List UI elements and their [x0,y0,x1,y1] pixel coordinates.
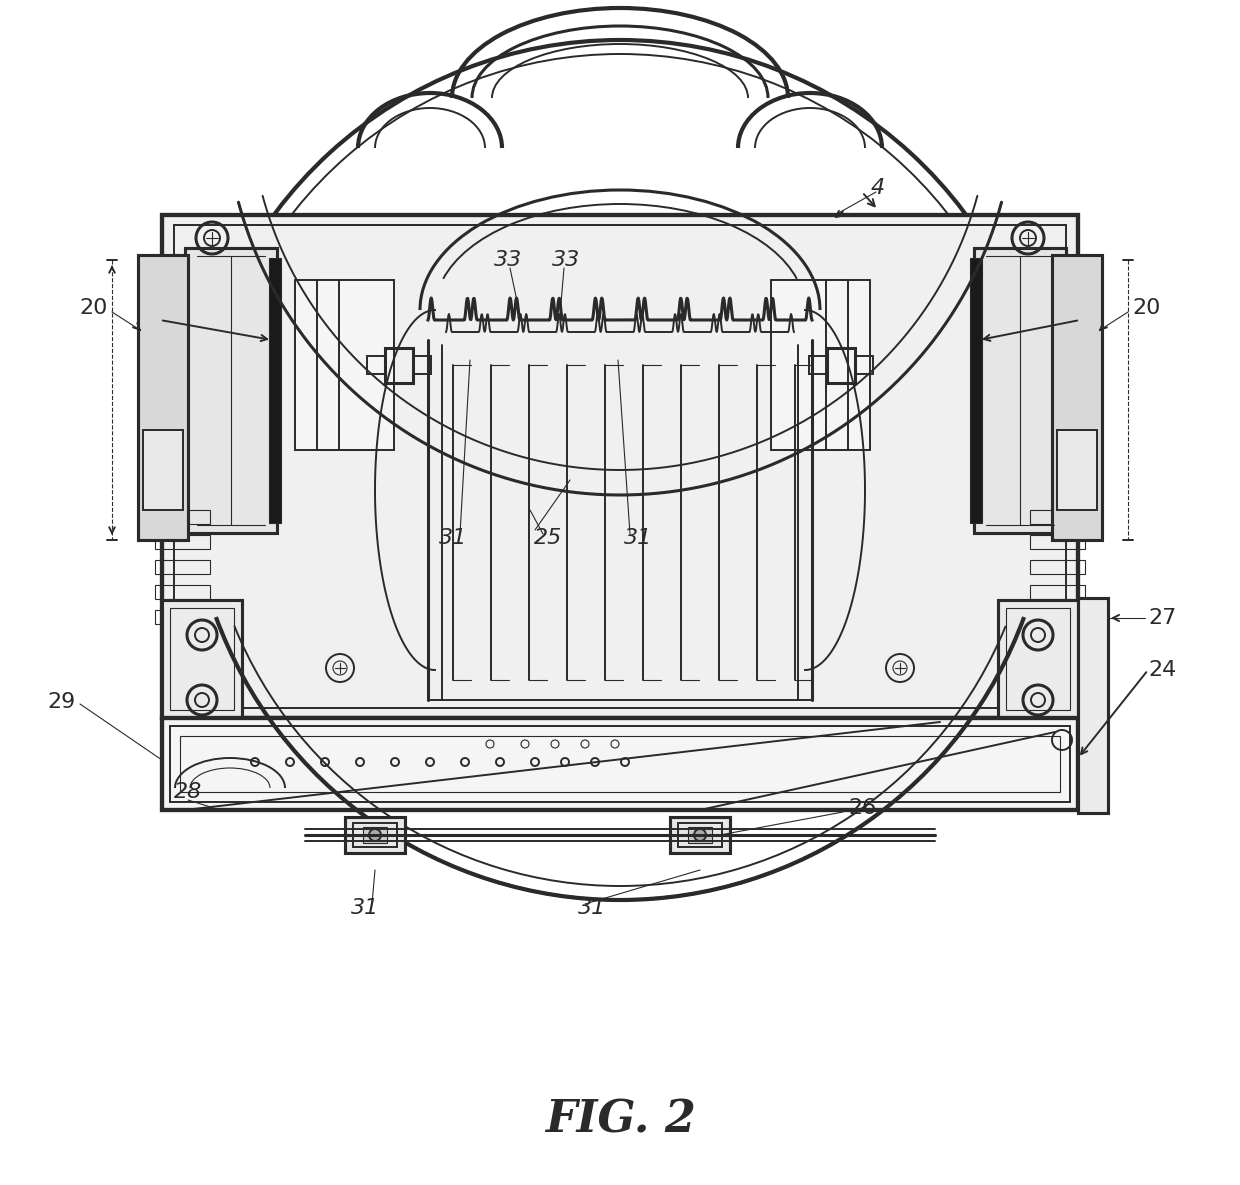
Bar [339,280,394,450]
Bar [1056,430,1097,510]
Bar [269,258,281,523]
Text: 29: 29 [48,692,76,712]
Text: 33: 33 [494,250,522,270]
Bar [353,824,397,847]
Bar [1030,510,1085,524]
Bar [1006,608,1070,710]
Bar [155,585,210,598]
Text: 31: 31 [624,529,652,547]
Bar [973,248,1066,533]
Text: FIG. 2: FIG. 2 [544,1098,696,1141]
Bar [180,736,1060,792]
Bar [670,816,730,853]
Bar [998,600,1078,718]
Bar [1052,255,1102,540]
Bar [174,225,1066,707]
Text: 20: 20 [79,297,108,318]
Bar [162,600,242,718]
Bar [170,726,1070,802]
Bar [345,816,405,853]
Text: 4: 4 [870,178,885,198]
Text: 24: 24 [1148,660,1177,680]
Bar [162,600,242,718]
Text: 28: 28 [174,782,202,802]
Bar [1030,561,1085,574]
Text: 27: 27 [1148,608,1177,628]
Bar [138,255,188,540]
Bar [827,348,856,383]
Bar [973,248,1066,533]
Bar [345,816,405,853]
Bar [670,816,730,853]
Bar [970,258,982,523]
Bar [185,248,277,533]
Bar [678,824,722,847]
Text: 26: 26 [848,798,877,818]
Bar [162,214,1078,718]
Bar [1078,598,1109,813]
Bar [998,600,1078,718]
Bar [170,608,234,710]
Text: 25: 25 [534,529,562,547]
Bar [138,255,188,540]
Bar [367,356,384,374]
Circle shape [694,830,706,841]
Bar [363,827,387,843]
Bar [162,214,1078,718]
Bar [1078,598,1109,813]
Bar [1030,534,1085,549]
Text: 31: 31 [351,898,379,918]
Bar [1030,585,1085,598]
Bar [856,356,873,374]
Bar [295,280,350,450]
Bar [155,510,210,524]
Bar [794,280,848,450]
Bar [155,534,210,549]
Circle shape [370,830,381,841]
Bar [1052,255,1102,540]
Bar [155,561,210,574]
Bar [808,356,827,374]
Text: 33: 33 [552,250,580,270]
Bar [317,280,372,450]
Text: 31: 31 [439,529,467,547]
Bar [162,718,1078,811]
Bar [1030,610,1085,624]
Bar [155,610,210,624]
Bar [413,356,432,374]
Bar [185,248,277,533]
Text: 31: 31 [578,898,606,918]
Bar [143,430,184,510]
Bar [384,348,413,383]
Bar [771,280,826,450]
Bar [688,827,712,843]
Text: 20: 20 [1132,297,1161,318]
Bar [815,280,870,450]
Bar [162,718,1078,811]
